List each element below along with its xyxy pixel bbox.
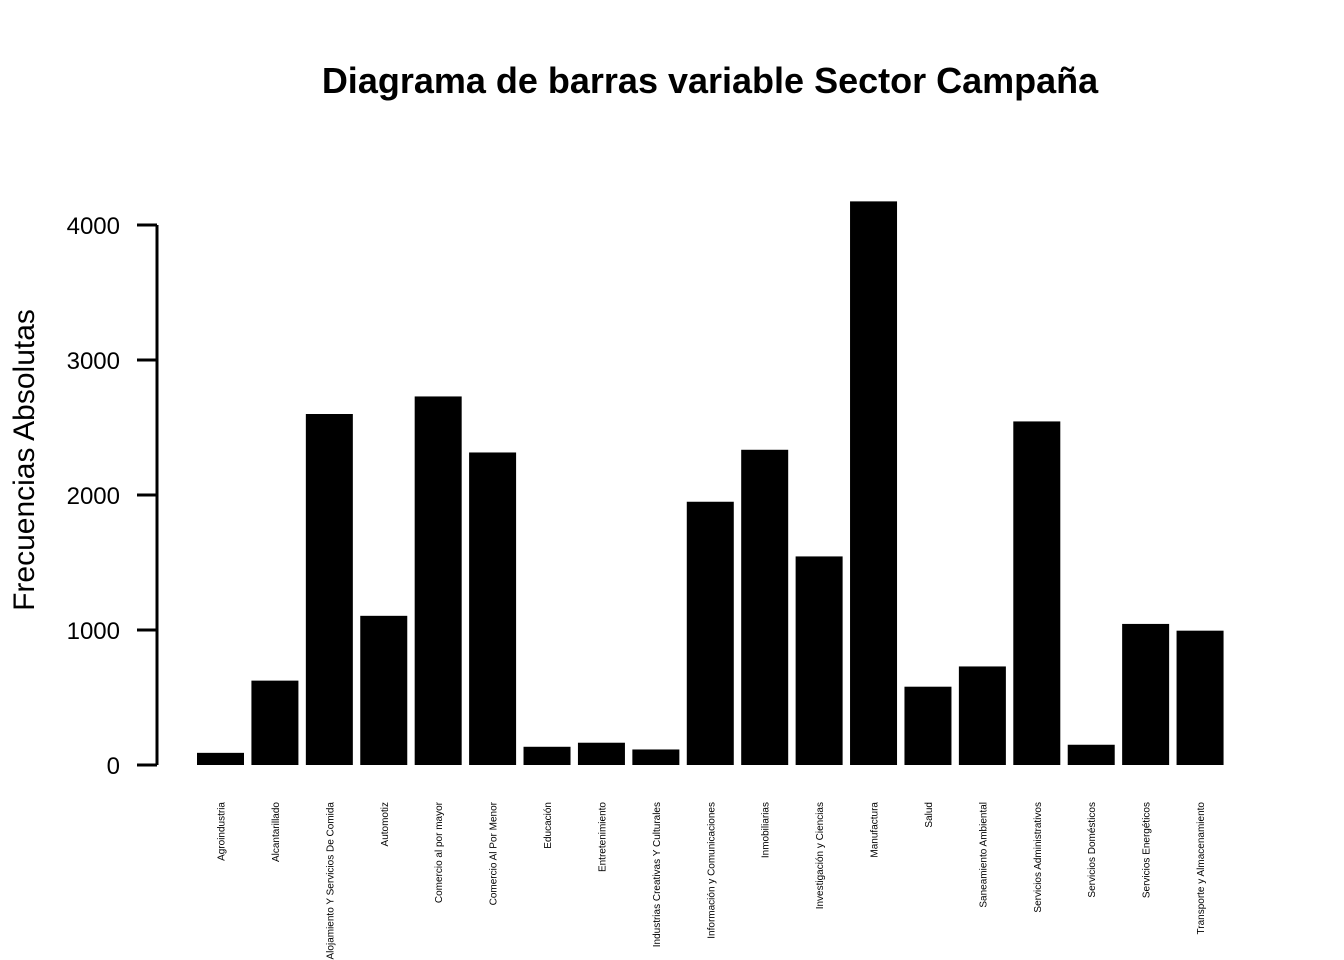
bar [1176,630,1224,765]
y-axis: 0 1000 2000 3000 4000 [67,213,159,780]
x-category-label: Agroindustria [217,802,228,861]
bar [1067,744,1115,765]
x-category-label: Saneamiento Ambiental [978,802,989,908]
bar [686,501,734,765]
x-category-label: Servicios Administrativos [1033,802,1044,913]
x-category-label: Información y Comunicaciones [706,802,717,939]
y-tick-label: 0 [107,753,120,780]
x-category-label: Alcantarillado [271,802,282,862]
x-category-label: Servicios Domésticos [1087,802,1098,898]
bar [958,666,1006,765]
bar [1013,421,1061,765]
x-category-label: Industrias Creativas Y Culturales [652,802,663,947]
bar [197,752,244,765]
x-category-label: Inmobiliarias [761,802,772,858]
bar [904,686,952,765]
x-category-label: Comercio al por mayor [434,801,445,903]
y-tick-label: 2000 [67,483,120,510]
y-axis-label: Frecuencias Absolutas [8,309,41,611]
category-labels: Agroindustria Alcantarillado Alojamiento Y… [217,801,1208,959]
bar [523,746,571,765]
y-tick-label: 4000 [67,213,120,240]
x-category-label: Servicios Energéticos [1142,802,1153,898]
x-category-label: Entretenimiento [597,802,608,872]
bar [850,201,898,765]
x-category-label: Manufactura [870,802,881,858]
bar [360,615,408,765]
bar [251,680,299,765]
bar [632,749,680,765]
bar [414,396,462,765]
x-category-label: Automotiz [380,802,391,846]
x-category-label: Salud [924,802,935,828]
x-category-label: Investigación y Ciencias [815,802,826,909]
x-category-label: Transporte y Almacenamiento [1196,802,1207,935]
bar [305,414,353,765]
bar [741,449,789,765]
y-tick-label: 1000 [67,618,120,645]
x-category-label: Educación [543,802,554,849]
x-category-label: Alojamiento Y Servicios De Comida [325,802,336,960]
y-tick-label: 3000 [67,348,120,375]
chart-title: Diagrama de barras variable Sector Campa… [322,60,1099,101]
bar [469,452,517,765]
x-category-label: Comercio Al Por Menor [489,801,500,905]
bar [1122,623,1170,765]
bars-group [197,201,1224,765]
bar [577,742,625,765]
bar [795,556,843,765]
